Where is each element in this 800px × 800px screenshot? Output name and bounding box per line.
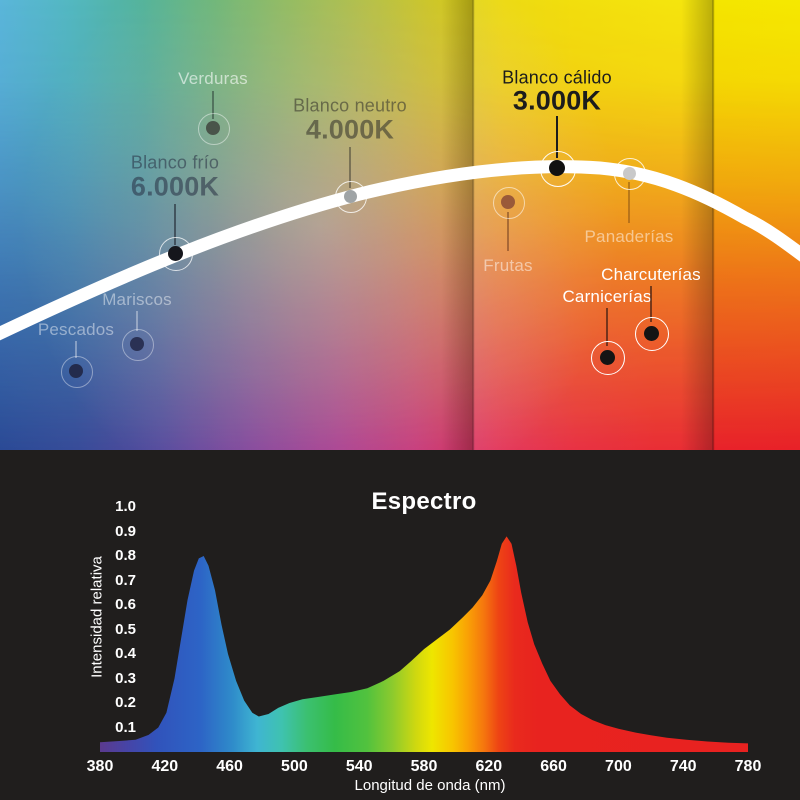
- chart-title: Espectro: [371, 488, 477, 515]
- y-tick-0.9: 0.9: [115, 522, 136, 540]
- cct-white-haze: [0, 0, 800, 450]
- x-tick-380: 380: [86, 758, 114, 775]
- y-tick-0.4: 0.4: [115, 645, 136, 662]
- band-right-edge: [712, 0, 715, 450]
- spectrum-section: Espectro Intensidad relativa Longitud de…: [0, 450, 800, 800]
- dim-left-of-band: [0, 0, 472, 450]
- y-tick-0.5: 0.5: [115, 620, 136, 638]
- cct-background: [0, 0, 800, 450]
- x-tick-780: 780: [734, 758, 762, 775]
- x-tick-580: 580: [410, 758, 438, 775]
- y-tick-0.3: 0.3: [115, 669, 136, 687]
- y-tick-0.7: 0.7: [115, 571, 136, 589]
- y-tick-0.2: 0.2: [115, 694, 136, 711]
- band-left-shadow: [441, 0, 473, 450]
- band-left-edge: [472, 0, 475, 450]
- x-tick-500: 500: [281, 758, 308, 775]
- spectrum-curve: [100, 536, 748, 752]
- x-tick-460: 460: [216, 758, 243, 775]
- y-tick-1.0: 1.0: [115, 498, 136, 515]
- y-tick-0.8: 0.8: [115, 547, 136, 564]
- cct-section: Pescados Mariscos Blanco frío 6.000K Verdura…: [0, 0, 800, 450]
- spectrum-chart: [100, 536, 748, 752]
- band-highlight: [473, 0, 713, 450]
- x-tick-620: 620: [475, 758, 503, 775]
- x-tick-700: 700: [605, 758, 632, 775]
- x-tick-420: 420: [151, 758, 179, 775]
- x-tick-540: 540: [345, 758, 373, 775]
- band-right-shadow: [681, 0, 713, 450]
- x-axis-label: Longitud de onda (nm): [354, 777, 506, 794]
- y-tick-0.6: 0.6: [115, 596, 136, 613]
- x-tick-740: 740: [669, 758, 697, 775]
- y-tick-0.1: 0.1: [115, 718, 136, 736]
- x-tick-660: 660: [540, 758, 567, 775]
